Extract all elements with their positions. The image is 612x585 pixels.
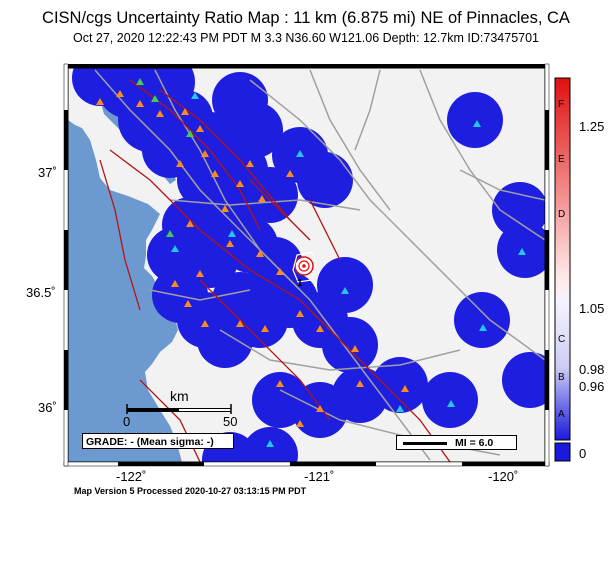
scale-bar bbox=[126, 404, 232, 414]
cb-letter-a: A bbox=[558, 409, 565, 420]
mi-legend-line bbox=[403, 442, 447, 445]
station-coverage bbox=[72, 68, 545, 462]
lat-label-36-5: 36.5˚ bbox=[26, 285, 56, 300]
cb-letter-f: F bbox=[558, 99, 565, 110]
lon-label-120: -120˚ bbox=[488, 469, 519, 484]
map-area bbox=[68, 68, 545, 462]
map-title: CISN/cgs Uncertainty Ratio Map : 11 km (… bbox=[42, 9, 570, 27]
cb-letter-b: B bbox=[558, 372, 565, 383]
cb-tick-0-96: 0.96 bbox=[579, 379, 605, 394]
stations-orange bbox=[96, 90, 409, 427]
roads bbox=[94, 69, 545, 461]
lat-label-36: 36˚ bbox=[38, 400, 57, 415]
scale-max-label: 50 bbox=[223, 414, 238, 429]
cb-tick-1-25: 1.25 bbox=[579, 119, 605, 134]
stations-green bbox=[136, 78, 194, 237]
epicenter-marker bbox=[292, 251, 317, 283]
map-footer: Map Version 5 Processed 2020-10-27 03:13… bbox=[74, 486, 307, 496]
mi-legend: MI = 6.0 bbox=[396, 435, 517, 450]
map-border-ticks bbox=[63, 63, 550, 467]
cb-tick-0: 0 bbox=[579, 446, 587, 461]
cb-letter-d: D bbox=[558, 209, 566, 220]
map-subtitle: Oct 27, 2020 12:22:43 PM PDT M 3.3 N36.6… bbox=[72, 31, 540, 45]
cb-letter-e: E bbox=[558, 154, 565, 165]
cb-tick-1-05: 1.05 bbox=[579, 301, 605, 316]
colorbar bbox=[554, 77, 571, 462]
stations-cyan bbox=[171, 92, 526, 447]
cb-letter-c: C bbox=[558, 334, 566, 345]
lon-label-122: -122˚ bbox=[116, 469, 147, 484]
grade-box: GRADE: - (Mean sigma: -) bbox=[82, 433, 234, 449]
scale-min-label: 0 bbox=[123, 414, 131, 429]
lat-label-37: 37˚ bbox=[38, 165, 57, 180]
cb-tick-0-98: 0.98 bbox=[579, 362, 605, 377]
epicenter-label: 1 bbox=[297, 278, 303, 289]
scale-unit: km bbox=[170, 388, 189, 404]
lon-label-121: -121˚ bbox=[304, 469, 335, 484]
ocean bbox=[68, 120, 182, 462]
mi-legend-text: MI = 6.0 bbox=[455, 437, 494, 449]
